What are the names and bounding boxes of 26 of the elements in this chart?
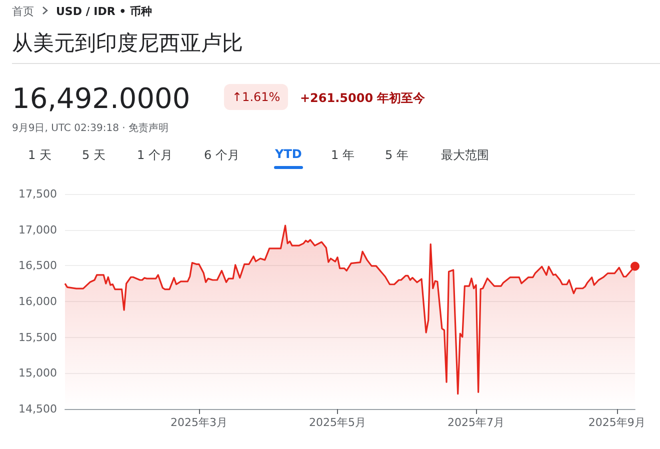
- text: 5 天: [82, 147, 106, 164]
- y-tick-label: 15,500: [18, 330, 57, 344]
- y-tick-label: 17,000: [18, 223, 57, 236]
- text: +261.5000 年初至今: [300, 90, 426, 107]
- text: 6 个月: [204, 147, 240, 164]
- chart-title: 从美元到印度尼西亚卢比: [12, 30, 243, 57]
- x-tick-label: 2025年9月: [588, 416, 646, 429]
- y-tick-label: 15,000: [18, 366, 57, 380]
- text: 1 年: [331, 147, 354, 164]
- text: YTD: [275, 147, 302, 161]
- y-tick-label: 14,500: [18, 402, 57, 416]
- text: ↑1.61%: [224, 84, 288, 110]
- y-tick-label: 16,500: [18, 259, 57, 272]
- text: 最大范围: [441, 147, 489, 164]
- text: USD / IDR • 币种: [56, 4, 152, 19]
- text: 9月9日, UTC 02:39:18 · 免责声明: [12, 122, 169, 135]
- text: 5 年: [385, 147, 408, 164]
- y-tick-label: 16,000: [18, 295, 57, 308]
- x-tick-label: 2025年7月: [448, 416, 505, 429]
- x-tick-label: 2025年3月: [170, 416, 228, 429]
- y-tick-label: 17,500: [18, 188, 57, 200]
- text: 1 个月: [137, 147, 172, 164]
- text: 16,492.0000: [12, 82, 190, 115]
- text: 首页: [12, 4, 34, 19]
- x-tick-label: 2025年5月: [309, 416, 366, 429]
- text: 1 天: [28, 147, 52, 164]
